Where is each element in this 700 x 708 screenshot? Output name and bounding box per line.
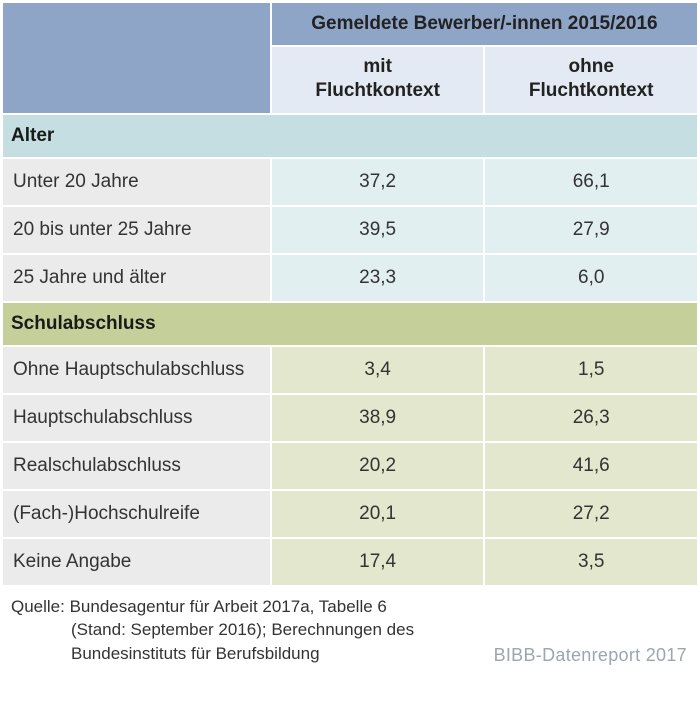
row-value-mit: 38,9 [271, 394, 485, 442]
source-prefix: Quelle: [11, 597, 70, 616]
row-value-mit: 39,5 [271, 206, 485, 254]
source-text-1: Bundesagentur für Arbeit 2017a, Tabelle … [70, 597, 387, 616]
table-row: 20 bis unter 25 Jahre 39,5 27,9 [2, 206, 698, 254]
section-heading-edu: Schulabschluss [2, 302, 698, 346]
table-row: Keine Angabe 17,4 3,5 [2, 538, 698, 586]
row-label: Realschulabschluss [2, 442, 271, 490]
row-label: Unter 20 Jahre [2, 158, 271, 206]
row-label: 25 Jahre und älter [2, 254, 271, 302]
row-label: (Fach-)Hochschulreife [2, 490, 271, 538]
header-row-1: Gemeldete Bewerber/-innen 2015/2016 [2, 2, 698, 46]
table-row: Hauptschulabschluss 38,9 26,3 [2, 394, 698, 442]
header-col-ohne-line1: ohne [569, 56, 614, 77]
header-blank-cell [2, 2, 271, 114]
data-table: Gemeldete Bewerber/-innen 2015/2016 mit … [1, 1, 699, 587]
table-row: Ohne Hauptschulabschluss 3,4 1,5 [2, 346, 698, 394]
row-value-ohne: 1,5 [484, 346, 698, 394]
row-label: Ohne Hauptschulabschluss [2, 346, 271, 394]
section-row-edu: Schulabschluss [2, 302, 698, 346]
row-label: 20 bis unter 25 Jahre [2, 206, 271, 254]
header-main: Gemeldete Bewerber/-innen 2015/2016 [271, 2, 698, 46]
data-table-container: Gemeldete Bewerber/-innen 2015/2016 mit … [0, 0, 700, 681]
source-line3: Bundesinstituts für Berufsbildung [11, 642, 414, 666]
row-value-mit: 37,2 [271, 158, 485, 206]
header-col-mit-line1: mit [363, 56, 392, 77]
table-row: Unter 20 Jahre 37,2 66,1 [2, 158, 698, 206]
header-col-mit-line2: Fluchtkontext [315, 80, 440, 101]
table-row: (Fach-)Hochschulreife 20,1 27,2 [2, 490, 698, 538]
table-footer: Quelle: Bundesagentur für Arbeit 2017a, … [1, 587, 699, 680]
row-value-ohne: 41,6 [484, 442, 698, 490]
table-row: 25 Jahre und älter 23,3 6,0 [2, 254, 698, 302]
row-value-ohne: 26,3 [484, 394, 698, 442]
brand-label: BIBB-Datenreport 2017 [482, 645, 687, 666]
header-col-ohne: ohne Fluchtkontext [484, 46, 698, 114]
row-value-mit: 3,4 [271, 346, 485, 394]
row-value-mit: 23,3 [271, 254, 485, 302]
row-value-mit: 20,1 [271, 490, 485, 538]
row-label: Hauptschulabschluss [2, 394, 271, 442]
table-row: Realschulabschluss 20,2 41,6 [2, 442, 698, 490]
header-col-mit: mit Fluchtkontext [271, 46, 485, 114]
row-value-ohne: 3,5 [484, 538, 698, 586]
source-line1: Quelle: Bundesagentur für Arbeit 2017a, … [11, 597, 387, 616]
source-line2: (Stand: September 2016); Berechnungen de… [11, 618, 414, 642]
row-value-ohne: 27,2 [484, 490, 698, 538]
row-value-mit: 20,2 [271, 442, 485, 490]
row-label: Keine Angabe [2, 538, 271, 586]
row-value-ohne: 66,1 [484, 158, 698, 206]
source-note: Quelle: Bundesagentur für Arbeit 2017a, … [11, 595, 414, 666]
section-heading-age: Alter [2, 114, 698, 158]
section-row-age: Alter [2, 114, 698, 158]
row-value-ohne: 27,9 [484, 206, 698, 254]
row-value-mit: 17,4 [271, 538, 485, 586]
header-col-ohne-line2: Fluchtkontext [529, 80, 654, 101]
row-value-ohne: 6,0 [484, 254, 698, 302]
